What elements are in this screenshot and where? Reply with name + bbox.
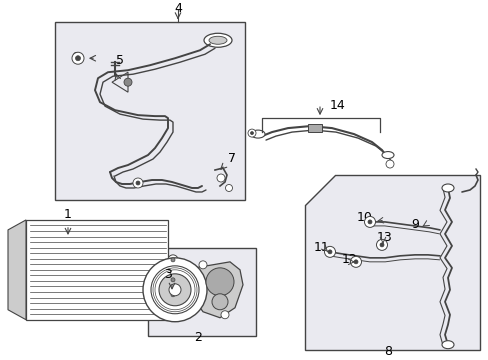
Circle shape [385, 160, 393, 168]
Circle shape [168, 275, 178, 285]
Polygon shape [305, 175, 479, 350]
Circle shape [353, 260, 357, 264]
Ellipse shape [208, 36, 226, 44]
Circle shape [133, 178, 142, 188]
Polygon shape [193, 262, 243, 318]
Circle shape [225, 184, 232, 192]
Text: 14: 14 [329, 99, 345, 112]
Text: 6: 6 [71, 51, 79, 64]
Circle shape [124, 78, 132, 86]
Circle shape [379, 243, 383, 247]
Text: 9: 9 [410, 219, 418, 231]
Bar [307, 124, 321, 132]
Circle shape [171, 278, 175, 282]
Ellipse shape [250, 130, 264, 138]
Circle shape [221, 311, 228, 319]
Text: 3: 3 [164, 268, 172, 281]
Circle shape [250, 132, 253, 135]
Ellipse shape [203, 33, 231, 47]
Circle shape [364, 216, 375, 228]
Circle shape [159, 274, 191, 306]
Circle shape [350, 256, 361, 267]
Circle shape [367, 220, 371, 224]
Circle shape [169, 284, 181, 296]
Polygon shape [8, 220, 26, 320]
Circle shape [324, 246, 335, 257]
Circle shape [72, 52, 84, 64]
Circle shape [168, 255, 178, 265]
Circle shape [212, 294, 227, 310]
Circle shape [142, 258, 206, 322]
Circle shape [136, 181, 140, 185]
Circle shape [199, 261, 206, 269]
Circle shape [247, 129, 256, 137]
Circle shape [217, 174, 224, 182]
Text: 7: 7 [227, 152, 236, 165]
Text: 13: 13 [376, 231, 392, 244]
Circle shape [168, 290, 178, 300]
Text: 11: 11 [313, 241, 329, 255]
Circle shape [376, 239, 386, 250]
Text: 12: 12 [342, 253, 357, 266]
Bar [55, 22, 244, 200]
Circle shape [171, 293, 175, 297]
Text: 10: 10 [356, 211, 372, 224]
Circle shape [205, 268, 234, 296]
Bar [148, 248, 256, 336]
Text: 2: 2 [194, 331, 202, 344]
Circle shape [171, 258, 175, 262]
Ellipse shape [441, 341, 453, 349]
Text: 8: 8 [383, 345, 391, 358]
Circle shape [151, 266, 199, 314]
Ellipse shape [381, 152, 393, 158]
Text: 4: 4 [174, 2, 182, 15]
Polygon shape [26, 220, 168, 320]
Text: 1: 1 [64, 208, 72, 221]
Text: 5: 5 [116, 54, 124, 67]
Circle shape [75, 56, 81, 61]
Ellipse shape [441, 184, 453, 192]
Circle shape [327, 250, 331, 254]
